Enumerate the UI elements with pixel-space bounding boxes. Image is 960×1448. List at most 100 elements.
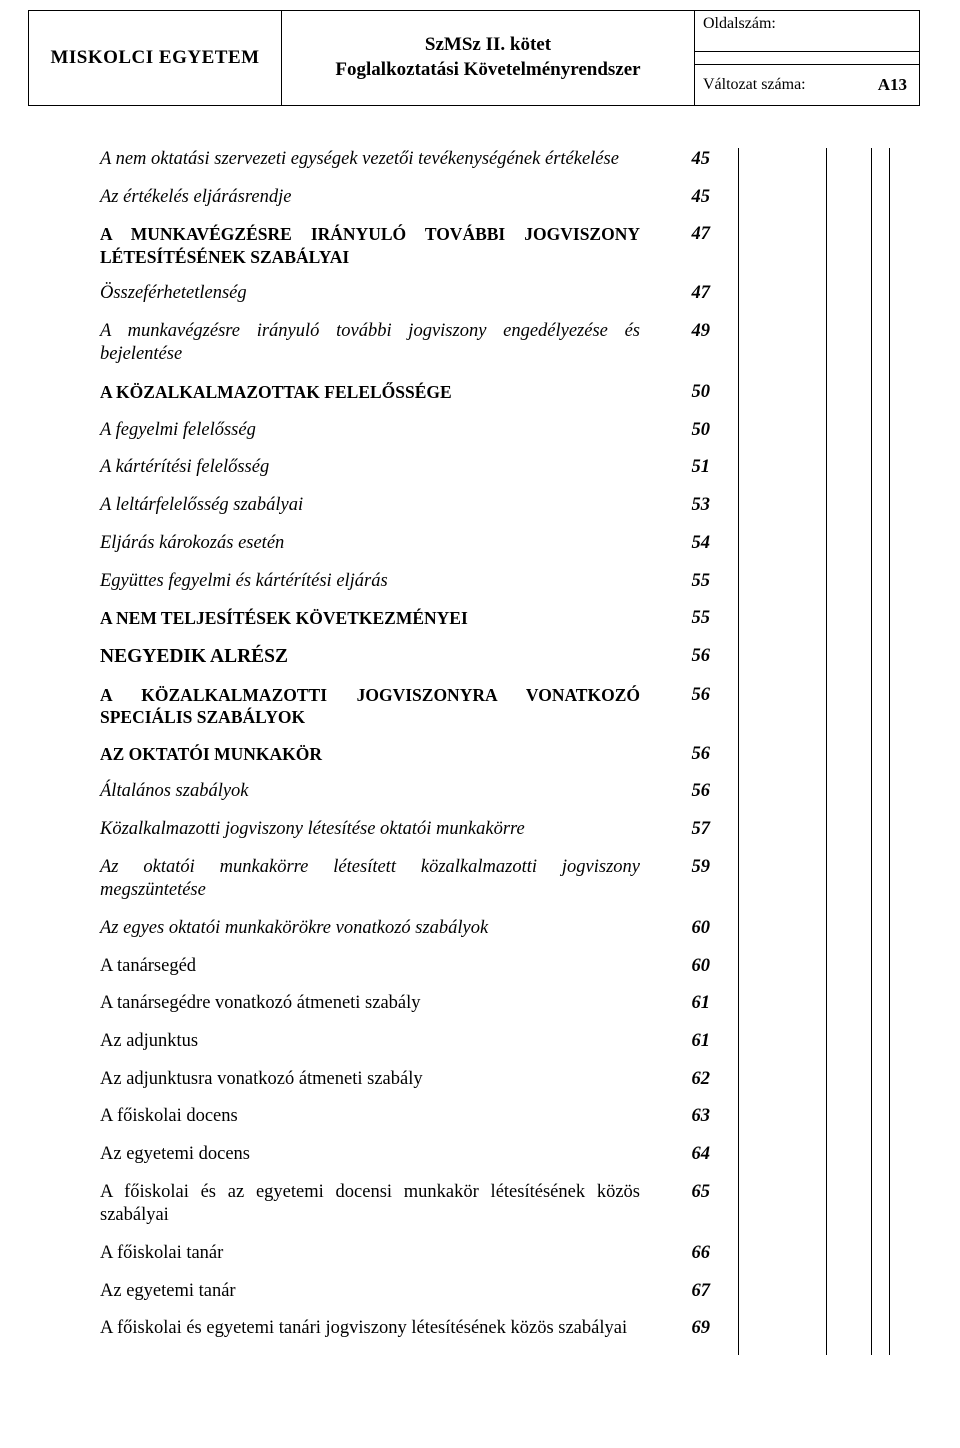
toc-row: A kártérítési felelősség 51 [100,456,710,480]
toc-text: A főiskolai és egyetemi tanári jogviszon… [100,1317,648,1341]
toc-page-number: 50 [670,381,710,405]
toc-row: Közalkalmazotti jogviszony létesítése ok… [100,818,710,842]
toc-row: Összeférhetetlenség 47 [100,282,710,306]
toc-column: A nem oktatási szervezeti egységek vezet… [100,148,710,1355]
toc-page-number: 61 [670,1030,710,1054]
toc-text: A MUNKAVÉGZÉSRE IRÁNYULÓ TOVÁBBI JOGVISZ… [100,223,648,268]
toc-page-number: 54 [670,532,710,556]
toc-row: A KÖZALKALMAZOTTAK FELELŐSSÉGE 50 [100,381,710,405]
toc-page-number: 55 [670,570,710,594]
toc-page-number: 53 [670,494,710,518]
toc-text: A fegyelmi felelősség [100,419,648,443]
header-page-label: Oldalszám: [695,11,919,52]
toc-row: Eljárás károkozás esetén 54 [100,532,710,556]
toc-row: A tanársegéd 60 [100,955,710,979]
toc-page-number: 59 [670,856,710,880]
page: MISKOLCI EGYETEM SzMSz II. kötet Foglalk… [0,0,960,1448]
toc-page-number: 62 [670,1068,710,1092]
toc-text: A tanársegéd [100,955,648,979]
header-version-code: A13 [878,75,907,95]
toc-row: A főiskolai és az egyetemi docensi munka… [100,1181,710,1228]
toc-row: Az adjunktusra vonatkozó átmeneti szabál… [100,1068,710,1092]
toc-row: A munkavégzésre irányuló további jogvisz… [100,320,710,367]
toc-row: A nem oktatási szervezeti egységek vezet… [100,148,710,172]
toc-page-number: 56 [670,780,710,804]
toc-row: A NEM TELJESÍTÉSEK KÖVETKEZMÉNYEI 55 [100,607,710,631]
toc-row: A fegyelmi felelősség 50 [100,419,710,443]
toc-text: Az adjunktusra vonatkozó átmeneti szabál… [100,1068,648,1092]
toc-row: Az egyetemi docens64 [100,1143,710,1167]
toc-row: NEGYEDIK ALRÉSZ 56 [100,645,710,670]
toc-text: A leltárfelelősség szabályai [100,494,648,518]
toc-text: AZ OKTATÓI MUNKAKÖR [100,743,648,765]
toc-text: A kártérítési felelősség [100,456,648,480]
toc-row: A főiskolai tanár 66 [100,1242,710,1266]
header-meta: Oldalszám: Változat száma: A13 [695,11,919,105]
toc-text: Általános szabályok [100,780,648,804]
content-area: A nem oktatási szervezeti egységek vezet… [100,148,890,1355]
toc-text: A KÖZALKALMAZOTTAK FELELŐSSÉGE [100,381,648,403]
toc-text: A tanársegédre vonatkozó átmeneti szabál… [100,992,648,1016]
toc-page-number: 65 [670,1181,710,1205]
toc-row: Az adjunktus 61 [100,1030,710,1054]
toc-row: A főiskolai és egyetemi tanári jogviszon… [100,1317,710,1341]
toc-row: Az oktatói munkakörre létesített közalka… [100,856,710,903]
toc-text: A KÖZALKALMAZOTTI JOGVISZONYRA VONATKOZÓ… [100,684,648,729]
toc-text: Eljárás károkozás esetén [100,532,648,556]
toc-text: Összeférhetetlenség [100,282,648,306]
toc-page-number: 45 [670,148,710,172]
toc-page-number: 55 [670,607,710,631]
toc-page-number: 56 [670,743,710,767]
toc-text: A főiskolai és az egyetemi docensi munka… [100,1181,648,1228]
toc-row: A MUNKAVÉGZÉSRE IRÁNYULÓ TOVÁBBI JOGVISZ… [100,223,710,268]
toc-page-number: 67 [670,1280,710,1304]
toc-text: Az oktatói munkakörre létesített közalka… [100,856,648,903]
rules-column [738,148,890,1355]
rules-box [738,148,890,1355]
toc-page-number: 61 [670,992,710,1016]
toc-page-number: 60 [670,955,710,979]
toc-text: A főiskolai tanár [100,1242,648,1266]
header-version: Változat száma: A13 [695,65,919,105]
toc-row: Együttes fegyelmi és kártérítési eljárás… [100,570,710,594]
toc-row: A tanársegédre vonatkozó átmeneti szabál… [100,992,710,1016]
toc-page-number: 63 [670,1105,710,1129]
toc-text: Az egyes oktatói munkakörökre vonatkozó … [100,917,648,941]
toc-row: Az egyetemi tanár 67 [100,1280,710,1304]
toc-page-number: 47 [670,223,710,247]
toc-page-number: 66 [670,1242,710,1266]
toc-row: A főiskolai docens 63 [100,1105,710,1129]
outer-right-rule [889,148,890,1355]
toc-text: A NEM TELJESÍTÉSEK KÖVETKEZMÉNYEI [100,607,648,629]
toc-text: Az egyetemi tanár [100,1280,648,1304]
header-version-label: Változat száma: [703,76,806,94]
header-divider [695,52,919,65]
toc-page-number: 57 [670,818,710,842]
toc-row: Az egyes oktatói munkakörökre vonatkozó … [100,917,710,941]
toc-page-number: 51 [670,456,710,480]
toc-page-number: 47 [670,282,710,306]
toc-text: Közalkalmazotti jogviszony létesítése ok… [100,818,648,842]
inner-rules [826,148,872,1355]
header-table: MISKOLCI EGYETEM SzMSz II. kötet Foglalk… [28,10,920,106]
toc-page-number: 56 [670,645,710,669]
toc-text: NEGYEDIK ALRÉSZ [100,645,648,670]
toc-text: Együttes fegyelmi és kártérítési eljárás [100,570,648,594]
toc-row: AZ OKTATÓI MUNKAKÖR 56 [100,743,710,767]
toc-row: Általános szabályok 56 [100,780,710,804]
toc-page-number: 50 [670,419,710,443]
toc-page-number: 60 [670,917,710,941]
toc-page-number: 45 [670,186,710,210]
header-org: MISKOLCI EGYETEM [29,11,282,105]
toc-page-number: 49 [670,320,710,344]
toc-page-number: 69 [670,1317,710,1341]
header-title: SzMSz II. kötet Foglalkoztatási Követelm… [282,11,695,105]
toc-row: Az értékelés eljárásrendje 45 [100,186,710,210]
toc-text: Az értékelés eljárásrendje [100,186,648,210]
toc-text: Az adjunktus [100,1030,648,1054]
toc-text: A nem oktatási szervezeti egységek vezet… [100,148,648,172]
toc-row: A KÖZALKALMAZOTTI JOGVISZONYRA VONATKOZÓ… [100,684,710,729]
header-title-line2: Foglalkoztatási Követelményrendszer [335,58,640,83]
toc-text: Az egyetemi docens [100,1143,648,1167]
toc-text: A főiskolai docens [100,1105,648,1129]
